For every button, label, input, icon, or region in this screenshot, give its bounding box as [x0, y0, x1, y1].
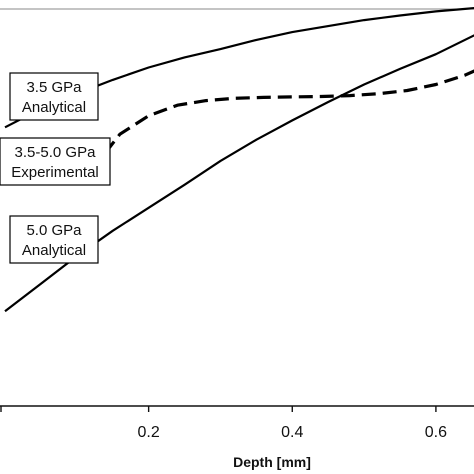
x-tick-label: 0.6 [425, 424, 447, 441]
x-axis-title: Depth [mm] [233, 454, 311, 470]
annotation-text: Analytical [22, 99, 86, 116]
x-tick-label: 0.4 [281, 424, 303, 441]
annotation-box-2: 3.5-5.0 GPa Experimental [0, 137, 111, 186]
x-tick-label: 0.2 [138, 424, 160, 441]
annotation-text: Experimental [11, 164, 99, 181]
annotation-text: Analytical [22, 242, 86, 259]
annotation-frame [9, 72, 99, 121]
annotation-box-1: 3.5 GPa Analytical [9, 72, 99, 121]
annotation-text: 3.5-5.0 GPa [15, 144, 97, 161]
annotation-text: 3.5 GPa [26, 79, 82, 96]
annotation-frame [0, 137, 111, 186]
series-line-2 [104, 69, 474, 154]
annotation-frame [9, 215, 99, 264]
annotation-text: 5.0 GPa [26, 222, 82, 239]
x-axis: 0.2 0.4 0.6 [0, 405, 474, 441]
annotation-box-3: 5.0 GPa Analytical [9, 215, 99, 264]
annotation-group: 3.5 GPa Analytical 3.5-5.0 GPa Experimental… [0, 72, 111, 264]
